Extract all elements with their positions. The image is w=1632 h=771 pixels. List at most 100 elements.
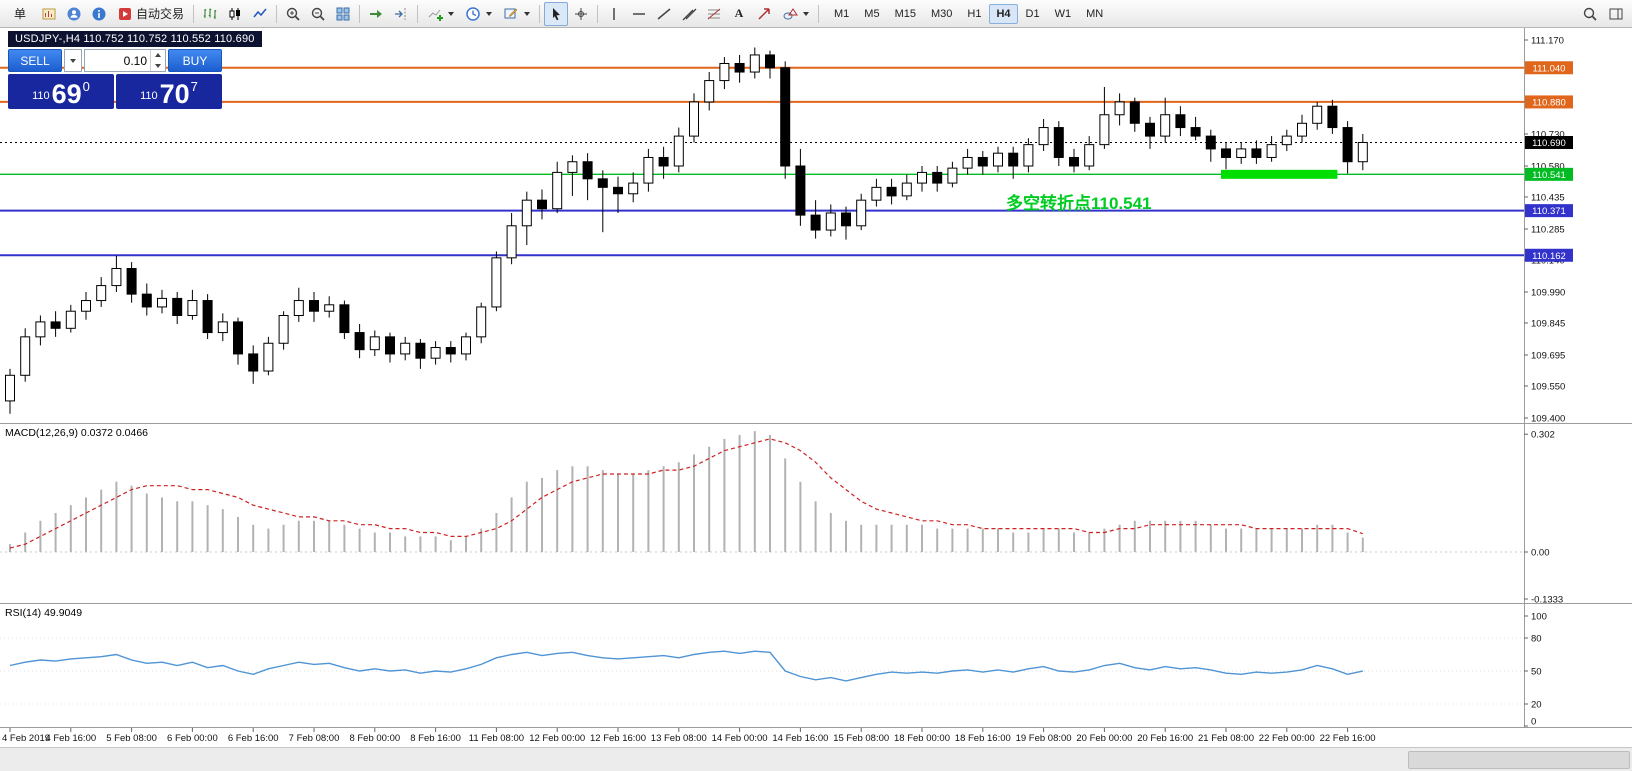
level-price-label: 110.690 (1532, 138, 1566, 149)
candle-body (1053, 127, 1064, 158)
candle-body (871, 186, 882, 201)
candle-body (1114, 101, 1125, 116)
trendline-tool[interactable] (652, 2, 676, 26)
horizontal-line-tool[interactable] (627, 2, 651, 26)
candle-body (233, 321, 243, 355)
rsi-indicator-label: RSI(14) 49.9049 (5, 607, 83, 619)
candle-body (704, 80, 715, 103)
text-tool[interactable]: A (734, 6, 744, 20)
templates-icon[interactable] (498, 2, 535, 26)
timeframe-M1[interactable]: M1 (834, 7, 850, 20)
bar-chart-icon[interactable] (198, 2, 222, 26)
candle-body (825, 212, 836, 231)
vertical-line-tool[interactable] (602, 2, 626, 26)
sell-price-display: 110 69 0 (8, 74, 114, 109)
timeframe-W1[interactable]: W1 (1054, 7, 1072, 20)
profile-icon[interactable] (62, 2, 86, 26)
candle-body (278, 314, 289, 344)
candle-body (856, 199, 867, 227)
tile-windows-icon[interactable] (331, 2, 355, 26)
info-icon[interactable] (87, 2, 111, 26)
rsi-line (9, 650, 1363, 682)
candlestick-chart-icon[interactable] (223, 2, 247, 26)
shapes-tool[interactable] (777, 2, 814, 26)
timeframe-D1[interactable]: D1 (1025, 7, 1040, 20)
candle-body (415, 342, 426, 359)
candle-body (65, 310, 76, 329)
candle-body (461, 336, 471, 355)
periods-icon[interactable] (460, 2, 497, 26)
candle-body (96, 285, 107, 302)
scrollbar-thumb[interactable] (1408, 751, 1630, 769)
add-indicator-icon[interactable] (422, 2, 459, 26)
candle-body (1251, 148, 1262, 158)
new-order-button[interactable]: 单 (13, 7, 26, 21)
macd-tick-label: 0.00 (1531, 548, 1550, 559)
zoom-in-icon[interactable] (281, 2, 305, 26)
toolbar-separator (276, 4, 278, 23)
time-tick-label: 8 Feb 00:00 (349, 733, 400, 744)
timeframe-M30[interactable]: M30 (930, 7, 953, 20)
candle-body (1129, 101, 1140, 124)
candle-body (613, 186, 623, 195)
candle-body (50, 321, 61, 329)
chart-ohlc-header: USDJPY-,H4 110.752 110.752 110.552 110.6… (8, 31, 262, 47)
zoom-out-icon[interactable] (306, 2, 330, 26)
autotrade-button[interactable]: 自动交易 (112, 2, 189, 26)
timeframe-MN[interactable]: MN (1086, 7, 1104, 20)
candle-body (749, 54, 760, 73)
level-price-label: 110.162 (1532, 251, 1566, 262)
candle-body (537, 199, 547, 210)
candle-body (1145, 122, 1155, 137)
cursor-tool[interactable] (544, 1, 569, 26)
toolbar-separator (193, 4, 195, 23)
fibonacci-tool[interactable] (702, 2, 726, 26)
time-tick-label: 6 Feb 16:00 (228, 733, 279, 744)
channel-tool[interactable] (677, 2, 701, 26)
candle-body (400, 342, 411, 355)
candle-body (689, 101, 699, 137)
buy-button[interactable]: BUY (168, 49, 222, 72)
sell-button[interactable]: SELL (8, 49, 62, 72)
crosshair-tool[interactable] (569, 2, 593, 26)
time-tick-label: 14 Feb 16:00 (772, 733, 828, 744)
horizontal-scrollbar[interactable] (0, 747, 1632, 771)
timeframe-H4[interactable]: H4 (989, 3, 1018, 24)
candle-body (172, 297, 183, 316)
level-price-label: 110.880 (1532, 97, 1566, 108)
timeframe-M5[interactable]: M5 (864, 7, 880, 20)
line-chart-icon[interactable] (248, 2, 272, 26)
charts-window-icon[interactable] (37, 2, 61, 26)
lot-size-input[interactable] (85, 50, 150, 71)
sell-price-big: 69 (51, 79, 82, 110)
time-tick-label: 4 Feb 2019 (2, 733, 50, 744)
chart-shift-icon[interactable] (389, 2, 413, 26)
rsi-tick-label: 0 (1531, 717, 1536, 728)
timeframe-M15[interactable]: M15 (894, 7, 916, 20)
auto-scroll-icon[interactable] (364, 2, 388, 26)
candle-body (5, 374, 15, 402)
timeframe-H1[interactable]: H1 (967, 7, 982, 20)
order-type-dropdown[interactable] (64, 49, 82, 72)
macd-indicator-label: MACD(12,26,9) 0.0372 0.0466 (5, 427, 149, 439)
candle-body (597, 178, 608, 188)
candle-body (430, 347, 441, 359)
panels-icon[interactable] (1604, 2, 1628, 26)
price-tick-label: 109.550 (1531, 381, 1565, 392)
search-icon[interactable] (1578, 2, 1602, 26)
lot-increase-button[interactable] (151, 50, 165, 61)
candle-body (1266, 144, 1277, 158)
chevron-down-icon (70, 58, 76, 63)
level-price-box (1525, 95, 1573, 109)
time-tick-label: 8 Feb 16:00 (410, 733, 461, 744)
timeframe-buttons: M1 M5 M15 M30 H1 H4 D1 W1 MN (827, 3, 1110, 24)
time-tick-label: 18 Feb 00:00 (894, 733, 950, 744)
macd-tick-label: -0.1333 (1531, 595, 1563, 606)
arrow-tool[interactable] (752, 2, 776, 26)
dropdown-caret (803, 11, 810, 16)
candle-body (1327, 105, 1338, 129)
time-tick-label: 21 Feb 08:00 (1198, 733, 1254, 744)
lot-decrease-button[interactable] (151, 61, 165, 72)
dropdown-caret (524, 11, 531, 16)
